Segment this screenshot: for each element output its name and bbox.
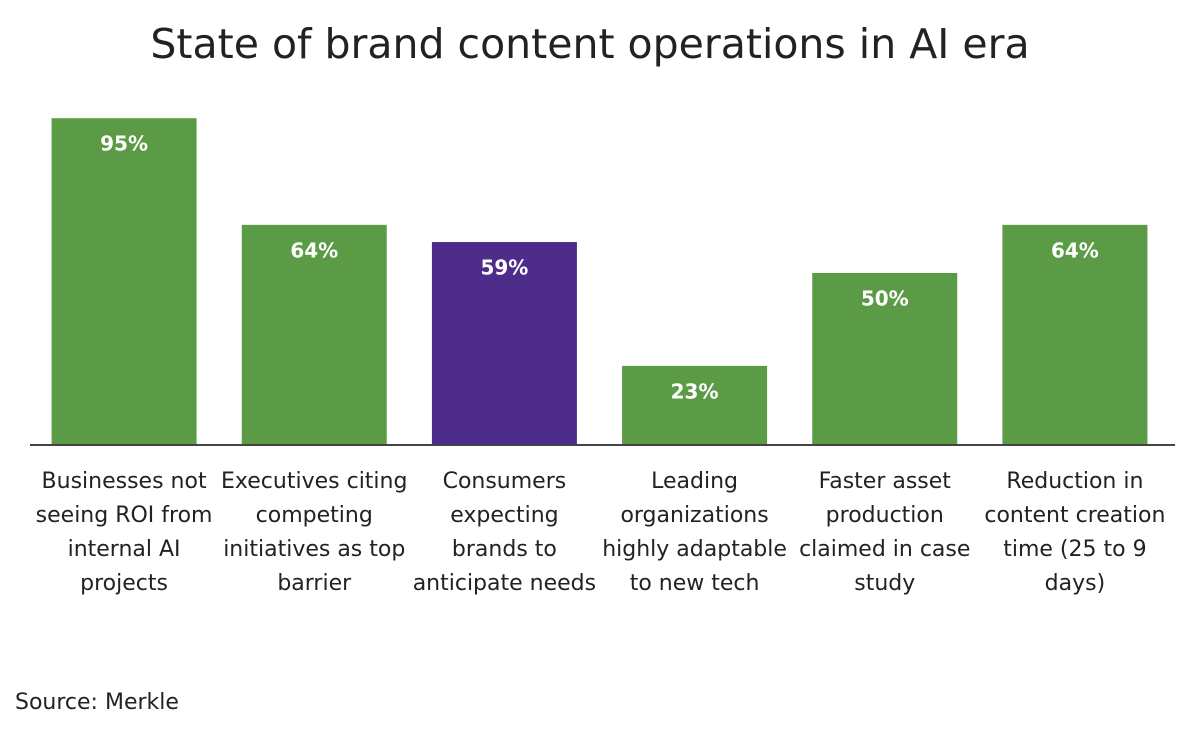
chart-title: State of brand content operations in AI … — [150, 20, 1029, 68]
x-tick-label: Reduction in content creation time (25 t… — [984, 469, 1166, 596]
value-label: 95% — [100, 132, 148, 156]
value-label: 59% — [480, 256, 528, 280]
value-label: 23% — [671, 379, 719, 403]
value-label: 64% — [290, 238, 338, 262]
x-tick-label: Executives citing competing initiatives … — [221, 469, 408, 596]
bar — [1002, 224, 1148, 445]
bar — [812, 273, 958, 445]
source-note: Source: Merkle — [15, 690, 179, 715]
x-tick-label: Faster asset production claimed in case … — [799, 469, 971, 596]
x-tick-label: Businesses not seeing ROI from internal … — [35, 469, 213, 596]
bar — [241, 224, 387, 445]
value-label: 50% — [861, 287, 909, 311]
bar — [622, 365, 768, 445]
x-tick-label: Leading organizations highly adaptable t… — [602, 469, 787, 596]
x-tick-label: Consumers expecting brands to anticipate… — [412, 469, 597, 596]
bar — [51, 118, 197, 445]
bar — [431, 242, 577, 445]
value-label: 64% — [1051, 238, 1099, 262]
